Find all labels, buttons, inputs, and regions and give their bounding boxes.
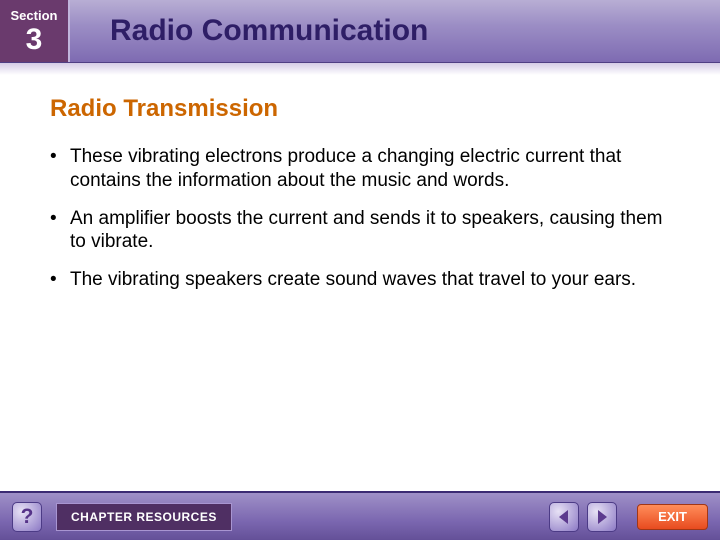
help-icon: ? [21,505,34,529]
bullet-list: These vibrating electrons produce a chan… [50,145,670,292]
exit-button[interactable]: EXIT [637,504,708,530]
help-button[interactable]: ? [12,502,42,532]
section-label: Section [11,8,58,23]
bullet-item: These vibrating electrons produce a chan… [50,145,670,193]
header-underbar [0,63,720,75]
bullet-item: The vibrating speakers create sound wave… [50,268,670,292]
exit-label: EXIT [658,509,687,524]
section-number: 3 [26,25,43,55]
next-button[interactable] [587,502,617,532]
footer-divider [0,491,720,493]
nav-group: EXIT [549,502,708,532]
chapter-resources-button[interactable]: CHAPTER RESOURCES [56,503,232,531]
slide-subtitle: Radio Transmission [50,95,670,123]
chapter-resources-label: CHAPTER RESOURCES [71,510,217,524]
prev-button[interactable] [549,502,579,532]
slide-content: Radio Transmission These vibrating elect… [50,95,670,306]
bullet-item: An amplifier boosts the current and send… [50,207,670,255]
chevron-right-icon [596,510,608,524]
chevron-left-icon [558,510,570,524]
footer-bar: ? CHAPTER RESOURCES EXIT [0,492,720,540]
section-badge: Section 3 [0,0,70,62]
chapter-title: Radio Communication [70,0,720,62]
header-bar: Section 3 Radio Communication [0,0,720,63]
